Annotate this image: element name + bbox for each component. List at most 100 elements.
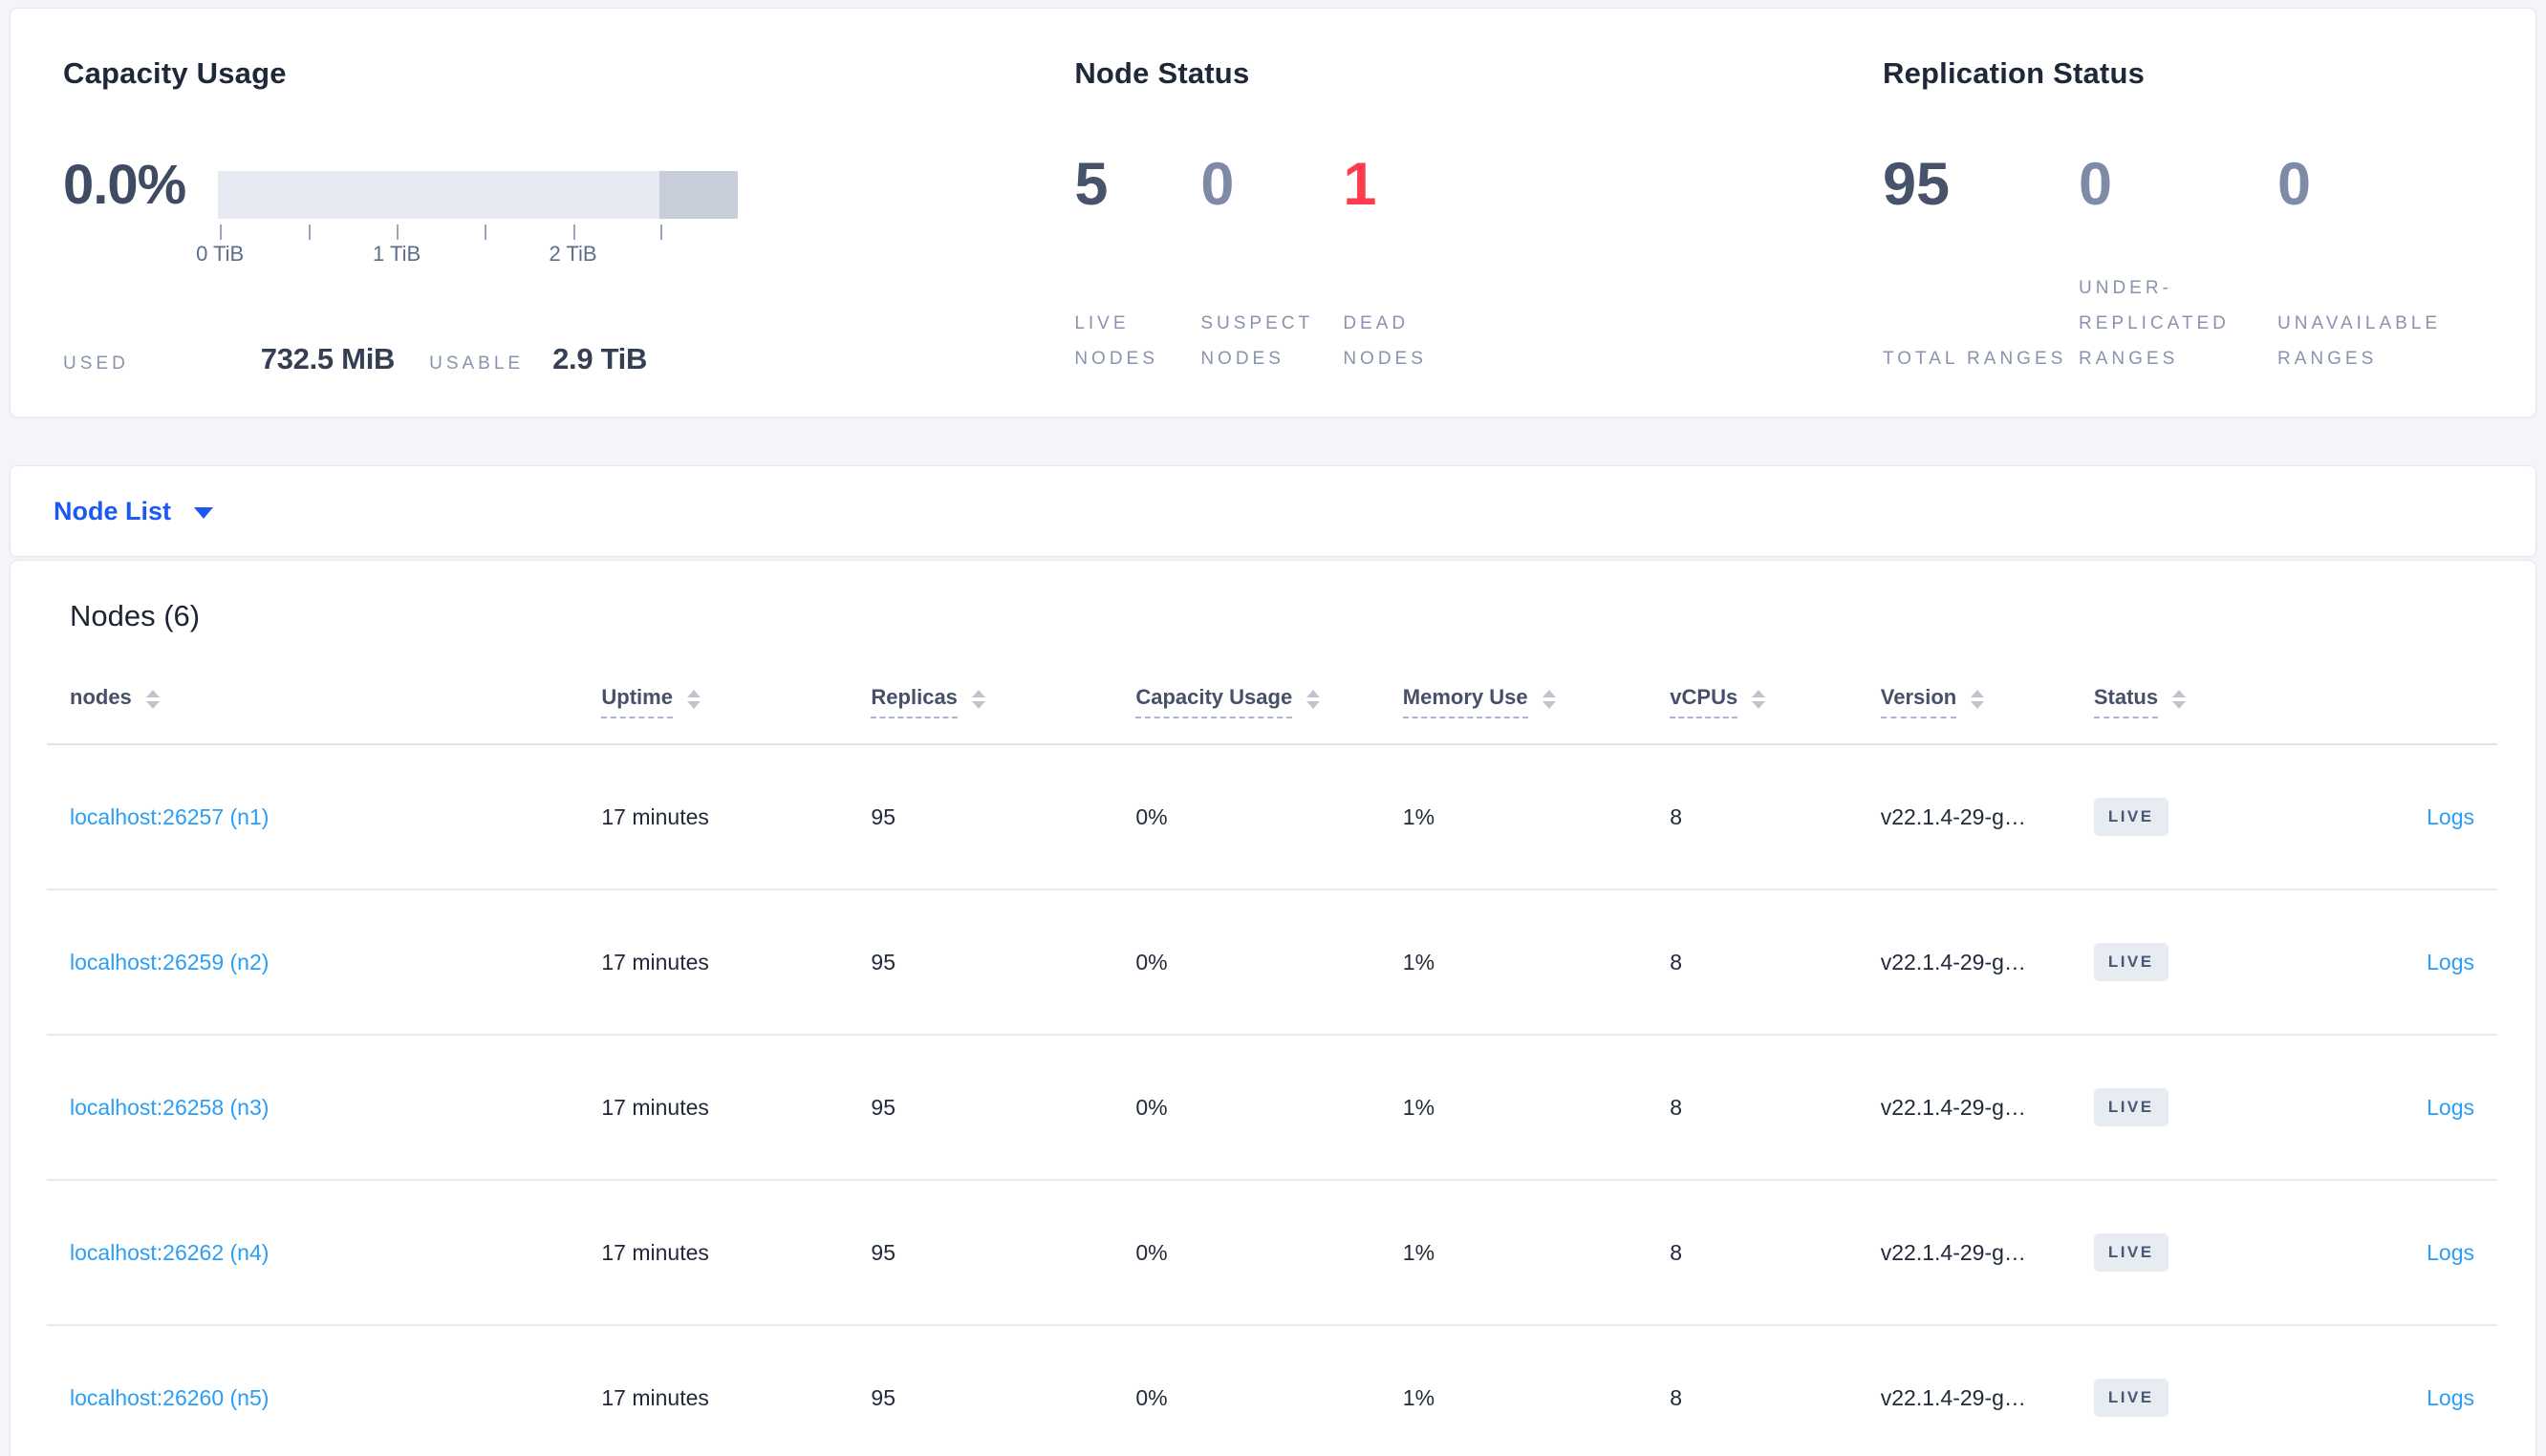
column-header-uptime[interactable]: Uptime [578,666,849,745]
suspect-nodes-stat: 0 SUSPECT NODES [1200,141,1343,376]
nodes-table: nodes Uptime Replicas Capacity Usage Mem… [47,666,2497,1456]
status-cell: LIVE [2070,744,2270,890]
replicas-cell: 95 [848,1180,1113,1326]
node-cell: localhost:26259 (n2) [47,889,579,1036]
vcpus-cell: 8 [1647,744,1858,890]
status-cell: LIVE [2070,1325,2270,1456]
status-badge: LIVE [2093,1233,2168,1272]
capacity-usage-panel: Capacity Usage 0.0% 0 TiB 1 TiB 2 TiB [63,56,1074,376]
sort-icon[interactable] [686,689,701,709]
capacity-usage-cell: 0% [1112,889,1380,1036]
vcpus-cell: 8 [1647,1325,1858,1456]
replicas-cell: 95 [848,744,1113,890]
logs-link[interactable]: Logs [2427,803,2474,829]
column-header-version[interactable]: Version [1857,666,2071,745]
sort-icon[interactable] [1306,689,1321,709]
nodes-table-card: Nodes (6) nodes Uptime Replicas [10,560,2536,1456]
node-list-dropdown[interactable]: Node List [10,465,2536,557]
table-row: localhost:26257 (n1) 17 minutes 95 0% 1%… [47,744,2497,890]
logs-link[interactable]: Logs [2427,949,2474,974]
replication-status-title: Replication Status [1883,56,2146,90]
suspect-nodes-label: SUSPECT NODES [1200,312,1313,369]
status-badge: LIVE [2093,1379,2168,1417]
uptime-cell: 17 minutes [578,1325,849,1456]
version-cell: v22.1.4-29-g… [1857,1325,2071,1456]
replication-status-panel: Replication Status 95 TOTAL RANGES 0 UND… [1883,56,2488,376]
memory-use-cell: 1% [1379,889,1648,1036]
memory-use-cell: 1% [1379,1180,1648,1326]
replicas-cell: 95 [848,1325,1113,1456]
sort-icon[interactable] [1542,689,1556,709]
cluster-summary-card: Capacity Usage 0.0% 0 TiB 1 TiB 2 TiB [10,8,2536,418]
status-cell: LIVE [2070,1180,2270,1326]
axis-label-1tib: 1 TiB [373,242,421,266]
capacity-usage-bar: 0 TiB 1 TiB 2 TiB [196,141,738,270]
node-cell: localhost:26257 (n1) [47,744,579,890]
axis-label-0tib: 0 TiB [196,242,245,266]
unavailable-ranges-value: 0 [2277,151,2312,218]
axis-label-2tib: 2 TiB [549,242,597,266]
sort-icon[interactable] [971,689,985,709]
node-status-panel: Node Status 5 LIVE NODES 0 SUSPECT NODES… [1074,56,1883,376]
capacity-bar-axis-labels: 0 TiB 1 TiB 2 TiB [196,242,738,270]
total-ranges-stat: 95 TOTAL RANGES [1883,141,2079,376]
column-header-status[interactable]: Status [2070,666,2270,745]
column-header-vcpus[interactable]: vCPUs [1647,666,1858,745]
node-list-dropdown-label[interactable]: Node List [54,496,172,525]
capacity-usage-cell: 0% [1112,1035,1380,1181]
sort-icon[interactable] [145,689,160,709]
unavailable-ranges-stat: 0 UNAVAILABLE RANGES [2277,141,2488,376]
sort-icon[interactable] [2172,689,2187,709]
memory-use-cell: 1% [1379,744,1648,890]
node-link[interactable]: localhost:26257 (n1) [70,803,270,829]
replicas-cell: 95 [848,1035,1113,1181]
dead-nodes-value: 1 [1343,151,1377,218]
uptime-cell: 17 minutes [578,1180,849,1326]
column-header-replicas[interactable]: Replicas [848,666,1113,745]
under-replicated-ranges-value: 0 [2079,151,2113,218]
dead-nodes-label: DEAD NODES [1343,312,1427,369]
capacity-bar-reserved-segment [659,171,738,219]
usable-value: 2.9 TiB [552,342,648,375]
table-row: localhost:26259 (n2) 17 minutes 95 0% 1%… [47,889,2497,1036]
node-link[interactable]: localhost:26260 (n5) [70,1384,270,1410]
status-badge: LIVE [2093,943,2168,981]
live-nodes-label: LIVE NODES [1074,312,1158,369]
logs-link[interactable]: Logs [2427,1384,2474,1410]
sort-icon[interactable] [1971,689,1985,709]
status-badge: LIVE [2093,798,2168,836]
used-value: 732.5 MiB [260,342,396,375]
live-nodes-value: 5 [1074,151,1109,218]
version-cell: v22.1.4-29-g… [1857,1035,2071,1181]
column-header-logs [2269,666,2497,745]
logs-link[interactable]: Logs [2427,1094,2474,1120]
vcpus-cell: 8 [1647,1035,1858,1181]
logs-link[interactable]: Logs [2427,1239,2474,1265]
total-ranges-label: TOTAL RANGES [1883,348,2067,369]
version-cell: v22.1.4-29-g… [1857,1180,2071,1326]
replicas-cell: 95 [848,889,1113,1036]
node-link[interactable]: localhost:26262 (n4) [70,1239,270,1265]
sort-icon[interactable] [1752,689,1766,709]
live-nodes-stat: 5 LIVE NODES [1074,141,1200,376]
column-header-nodes[interactable]: nodes [47,666,579,745]
node-link[interactable]: localhost:26259 (n2) [70,949,270,974]
under-replicated-ranges-stat: 0 UNDER-REPLICATED RANGES [2079,141,2277,376]
status-cell: LIVE [2070,1035,2270,1181]
uptime-cell: 17 minutes [578,1035,849,1181]
table-row: localhost:26262 (n4) 17 minutes 95 0% 1%… [47,1180,2497,1326]
column-header-memory-use[interactable]: Memory Use [1379,666,1648,745]
capacity-usage-title: Capacity Usage [63,56,287,90]
logs-cell: Logs [2269,1325,2497,1456]
node-status-title: Node Status [1074,56,1250,90]
capacity-usage-cell: 0% [1112,1180,1380,1326]
capacity-bar-track [218,171,738,219]
capacity-usage-cell: 0% [1112,744,1380,890]
memory-use-cell: 1% [1379,1035,1648,1181]
suspect-nodes-value: 0 [1200,151,1235,218]
chevron-down-icon [194,507,214,519]
node-link[interactable]: localhost:26258 (n3) [70,1094,270,1120]
column-header-capacity-usage[interactable]: Capacity Usage [1112,666,1380,745]
nodes-section-heading: Nodes (6) [70,599,201,632]
version-cell: v22.1.4-29-g… [1857,889,2071,1036]
